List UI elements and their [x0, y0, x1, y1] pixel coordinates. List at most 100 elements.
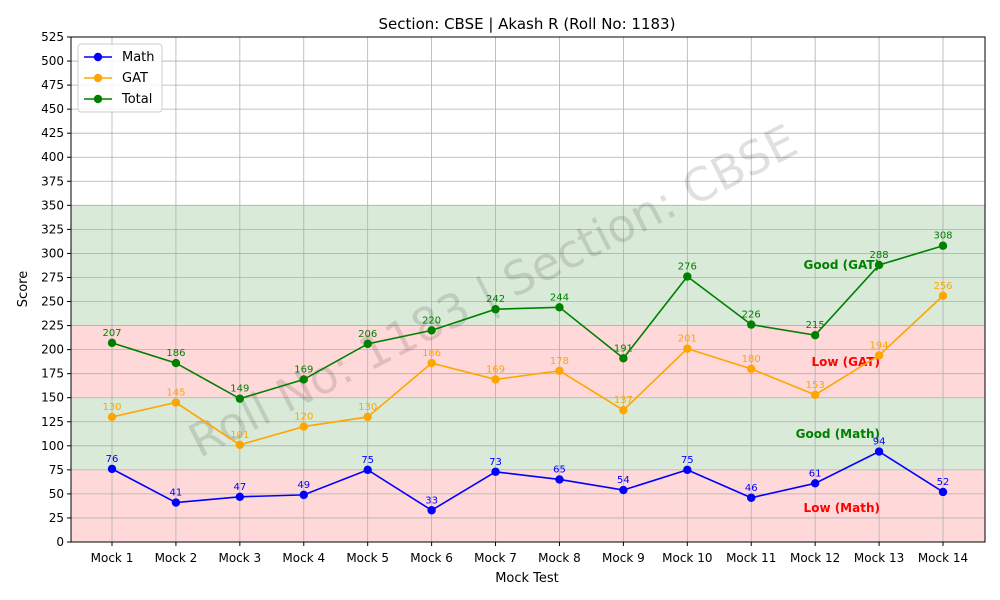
x-tick-label: Mock 11	[726, 551, 776, 565]
data-label: 73	[489, 457, 502, 468]
y-tick-label: 325	[41, 222, 64, 236]
data-label: 194	[870, 340, 889, 351]
data-label: 130	[358, 402, 377, 413]
legend-marker	[93, 94, 103, 104]
series-line-gat	[111, 295, 944, 446]
data-point	[938, 241, 948, 250]
data-point	[810, 390, 820, 400]
legend-marker	[93, 52, 103, 62]
legend-label: GAT	[122, 71, 148, 86]
data-point	[619, 354, 628, 363]
data-label: 169	[294, 364, 313, 375]
data-label: 180	[742, 354, 761, 365]
band-2	[71, 325, 985, 398]
band-0	[71, 469, 985, 542]
y-tick-label: 50	[49, 487, 64, 501]
data-point	[171, 498, 181, 507]
x-axis-label: Mock Test	[495, 571, 559, 586]
data-label: 288	[870, 250, 889, 261]
data-point	[299, 490, 308, 500]
legend-label: Math	[122, 50, 155, 65]
data-label: 153	[806, 380, 825, 391]
data-point	[107, 412, 117, 422]
y-tick-label: 200	[41, 343, 64, 357]
band-labels: Low (Math)Good (Math)Low (GAT)Good (GAT)	[796, 258, 880, 515]
data-point	[810, 330, 820, 340]
y-axis-label: Score	[16, 271, 31, 307]
data-point	[235, 492, 245, 501]
y-tick-label: 475	[41, 78, 64, 92]
data-label: 49	[297, 480, 310, 491]
data-point	[363, 339, 372, 349]
data-label: 149	[230, 384, 249, 395]
data-label: 256	[933, 281, 952, 292]
data-label: 276	[678, 262, 697, 273]
data-point	[363, 465, 372, 475]
y-tick-label: 425	[41, 126, 64, 140]
data-label: 308	[933, 231, 952, 242]
legend-marker	[93, 73, 103, 83]
y-tick-label: 350	[41, 198, 64, 212]
data-point	[299, 375, 308, 384]
y-tick-label: 175	[41, 367, 64, 381]
data-label: 215	[806, 320, 825, 331]
y-tick-label: 400	[41, 150, 64, 164]
data-point	[874, 351, 884, 360]
data-point	[555, 303, 564, 312]
y-tick-label: 225	[41, 319, 64, 333]
data-label: 244	[550, 292, 569, 303]
data-point	[363, 412, 372, 422]
data-point	[427, 326, 436, 335]
data-label: 186	[422, 348, 441, 359]
legend-label: Total	[121, 92, 152, 107]
data-point	[619, 406, 628, 415]
data-label: 206	[358, 329, 377, 340]
x-tick-label: Mock 3	[218, 551, 261, 565]
data-label: 226	[742, 310, 761, 321]
data-point	[683, 272, 692, 281]
y-tick-label: 375	[41, 174, 64, 188]
y-tick-label: 525	[41, 30, 64, 44]
series-line-math	[111, 450, 944, 512]
data-label: 145	[166, 388, 185, 399]
data-label: 65	[553, 464, 566, 475]
data-label: 220	[422, 315, 441, 326]
data-label: 130	[102, 402, 121, 413]
x-tick-label: Mock 13	[854, 551, 904, 565]
data-label: 207	[102, 328, 121, 339]
x-tick-label: Mock 8	[538, 551, 581, 565]
y-tick-label: 300	[41, 246, 64, 260]
x-tick-label: Mock 12	[790, 551, 840, 565]
data-point	[171, 398, 181, 407]
data-point	[747, 364, 756, 374]
data-point	[810, 479, 820, 488]
data-label: 201	[678, 334, 697, 345]
data-label: 137	[614, 395, 633, 406]
data-point	[235, 394, 245, 403]
x-tick-label: Mock 14	[918, 551, 968, 565]
data-point	[427, 358, 436, 368]
y-tick-label: 100	[41, 439, 64, 453]
data-point	[555, 475, 564, 484]
data-label: 41	[170, 488, 183, 499]
data-point	[747, 493, 756, 502]
x-tick-label: Mock 5	[346, 551, 389, 565]
data-label: 169	[486, 364, 505, 375]
data-label: 186	[166, 348, 185, 359]
data-label: 178	[550, 356, 569, 367]
data-point	[555, 366, 564, 375]
data-label: 75	[361, 455, 374, 466]
threshold-bands	[71, 205, 985, 542]
data-point	[107, 338, 117, 348]
legend: Math GAT Total	[77, 43, 163, 113]
x-tick-label: Mock 4	[282, 551, 325, 565]
data-point	[683, 344, 692, 353]
data-point	[683, 465, 692, 475]
data-point	[171, 358, 181, 368]
axes: 0 25 50 75 100 125 150 175 200 225 250 275 300 325 350…	[41, 30, 986, 565]
data-label: 242	[486, 294, 505, 305]
data-label: 47	[233, 482, 246, 493]
y-tick-label: 25	[49, 511, 64, 525]
x-tick-label: Mock 9	[602, 551, 645, 565]
